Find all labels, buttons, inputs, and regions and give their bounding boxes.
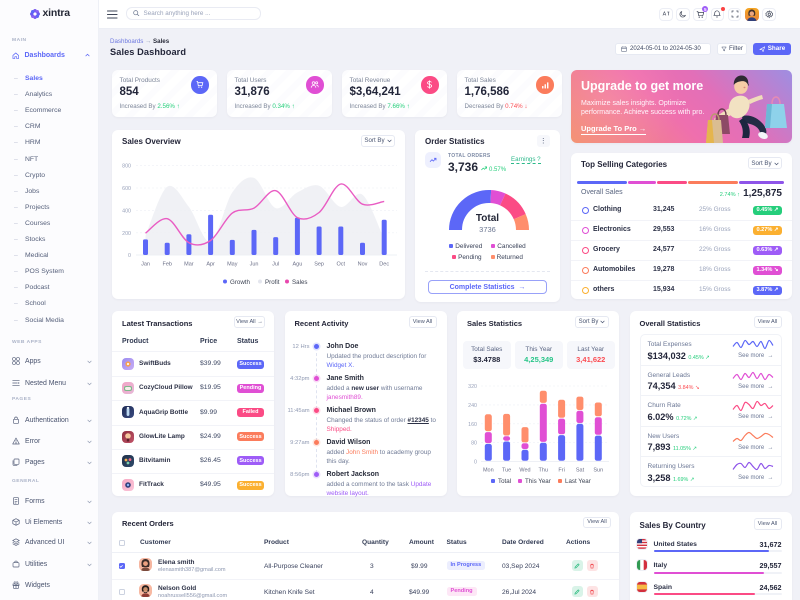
svg-text:Jan: Jan	[141, 262, 150, 268]
svg-text:600: 600	[122, 186, 131, 192]
svg-text:Growth: Growth	[230, 279, 251, 286]
svg-text:800: 800	[122, 164, 131, 170]
svg-text:Agu: Agu	[293, 262, 303, 268]
svg-text:Oct: Oct	[337, 262, 346, 268]
svg-text:Total: Total	[498, 478, 511, 485]
svg-text:Sat: Sat	[576, 468, 585, 474]
svg-text:400: 400	[122, 208, 131, 214]
svg-text:Apr: Apr	[206, 262, 215, 268]
svg-text:Profit: Profit	[265, 279, 280, 286]
svg-text:0: 0	[128, 253, 131, 259]
svg-text:Nov: Nov	[358, 262, 368, 268]
svg-text:A: A	[662, 12, 666, 18]
svg-text:Last Year: Last Year	[565, 478, 591, 485]
svg-text:Mar: Mar	[184, 262, 194, 268]
svg-text:320: 320	[468, 384, 477, 390]
svg-text:Tue: Tue	[502, 468, 511, 474]
svg-text:Sun: Sun	[593, 468, 603, 474]
svg-text:Jul: Jul	[272, 262, 279, 268]
svg-text:Fri: Fri	[558, 468, 564, 474]
svg-text:160: 160	[468, 422, 477, 428]
svg-text:240: 240	[468, 403, 477, 409]
svg-text:Sales: Sales	[292, 279, 307, 286]
svg-text:Mon: Mon	[483, 468, 494, 474]
svg-text:Jun: Jun	[250, 262, 259, 268]
svg-text:May: May	[227, 262, 238, 268]
svg-text:Sep: Sep	[314, 262, 324, 268]
svg-text:Feb: Feb	[162, 262, 171, 268]
svg-text:0: 0	[474, 460, 477, 466]
svg-text:Dec: Dec	[379, 262, 389, 268]
svg-text:80: 80	[471, 441, 477, 447]
svg-text:Thu: Thu	[539, 468, 548, 474]
svg-text:This Year: This Year	[525, 478, 551, 485]
svg-text:Wed: Wed	[519, 468, 530, 474]
svg-text:200: 200	[122, 231, 131, 237]
